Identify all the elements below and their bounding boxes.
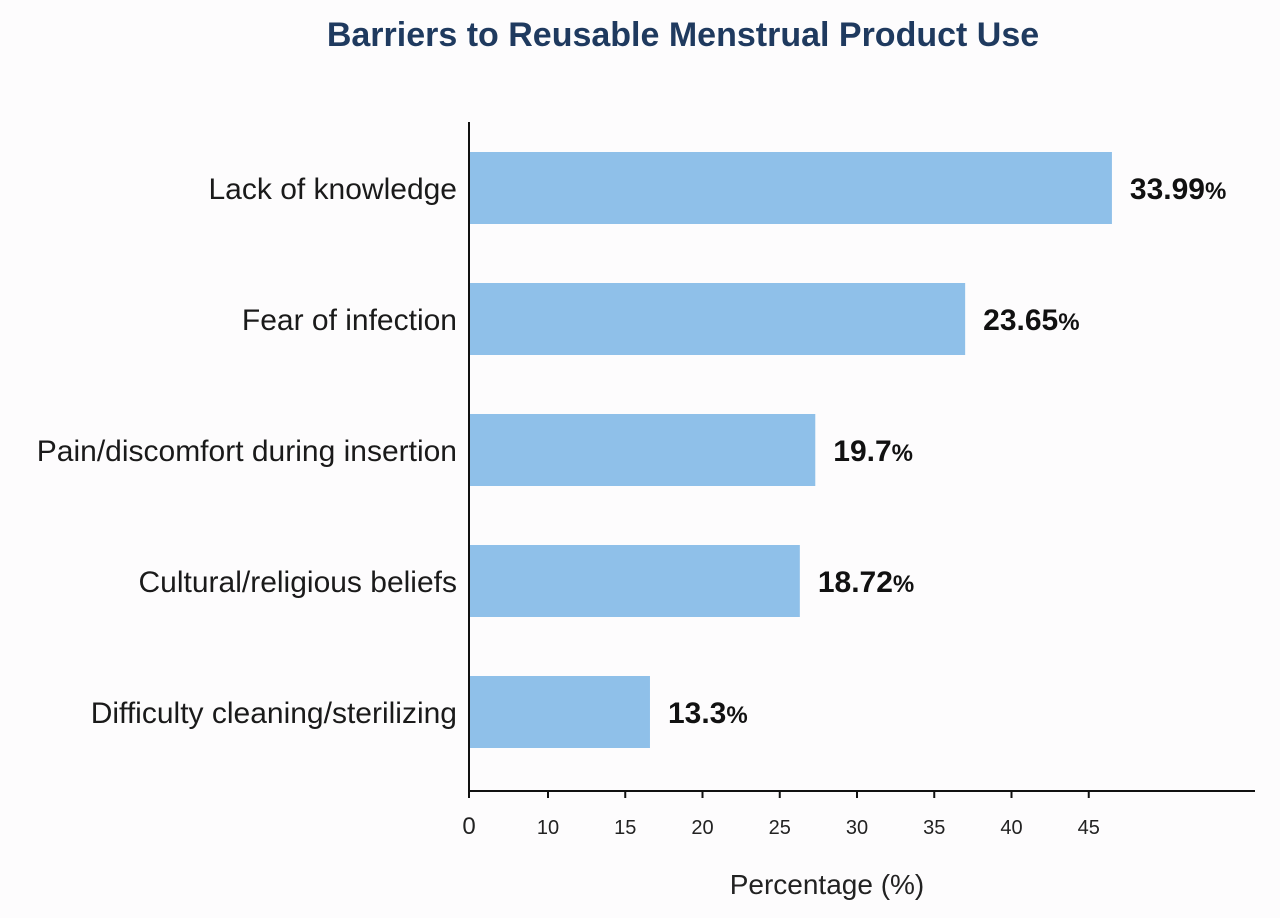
bars-layer: Lack of knowledge 33.99% Fear of infection…	[37, 152, 1226, 748]
value-unit: %	[1058, 309, 1079, 336]
bar	[470, 676, 650, 748]
x-ticks-layer: 0 10 15 20 25 30 35 40 45	[462, 791, 1100, 840]
category-label: Difficulty cleaning/sterilizing	[91, 697, 457, 730]
value-label: 33.99%	[1130, 173, 1226, 206]
x-axis-title: Percentage (%)	[730, 869, 925, 900]
x-tick-label: 0	[462, 813, 475, 840]
x-tick-label: 10	[537, 817, 559, 839]
value-unit: %	[893, 571, 914, 598]
x-tick-label: 30	[846, 817, 868, 839]
bar	[470, 545, 800, 617]
value-number: 18.72	[818, 566, 893, 599]
value-label: 18.72%	[818, 566, 914, 599]
x-tick-label: 45	[1078, 817, 1100, 839]
x-tick-label: 35	[923, 817, 945, 839]
value-unit: %	[1205, 178, 1226, 205]
value-number: 13.3	[668, 697, 726, 730]
chart-title: Barriers to Reusable Menstrual Product U…	[327, 16, 1039, 54]
bar	[470, 414, 816, 486]
x-tick-label: 25	[769, 817, 791, 839]
value-label: 23.65%	[983, 304, 1079, 337]
category-label: Fear of infection	[242, 304, 457, 337]
value-unit: %	[892, 440, 913, 467]
value-label: 13.3%	[668, 697, 748, 730]
value-label: 19.7%	[833, 435, 913, 468]
category-label: Lack of knowledge	[209, 173, 458, 206]
x-tick-label: 20	[691, 817, 713, 839]
category-label: Pain/discomfort during insertion	[37, 435, 457, 468]
bar	[470, 152, 1112, 224]
value-number: 19.7	[833, 435, 891, 468]
value-number: 23.65	[983, 304, 1058, 337]
category-label: Cultural/religious beliefs	[139, 566, 458, 599]
value-number: 33.99	[1130, 173, 1205, 206]
value-unit: %	[726, 702, 747, 729]
x-tick-label: 40	[1000, 817, 1022, 839]
bar	[470, 283, 966, 355]
x-tick-label: 15	[614, 817, 636, 839]
